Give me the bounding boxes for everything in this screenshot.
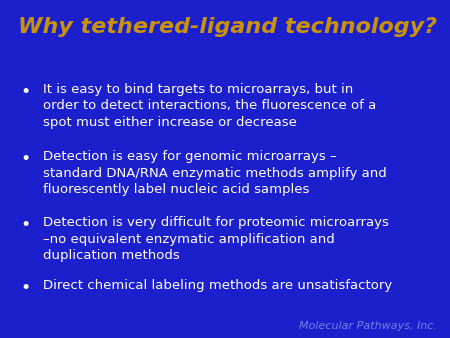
Text: Direct chemical labeling methods are unsatisfactory: Direct chemical labeling methods are uns… [43,279,392,292]
Text: Detection is easy for genomic microarrays –
standard DNA/RNA enzymatic methods a: Detection is easy for genomic microarray… [43,150,387,196]
Text: •: • [20,150,31,168]
Text: It is easy to bind targets to microarrays, but in
order to detect interactions, : It is easy to bind targets to microarray… [43,83,376,129]
Text: •: • [20,216,31,234]
Text: •: • [20,83,31,101]
Text: Detection is very difficult for proteomic microarrays
–no equivalent enzymatic a: Detection is very difficult for proteomi… [43,216,389,262]
Text: Molecular Pathways, Inc.: Molecular Pathways, Inc. [299,321,436,331]
Text: •: • [20,279,31,297]
Text: Why tethered-ligand technology?: Why tethered-ligand technology? [18,17,437,37]
